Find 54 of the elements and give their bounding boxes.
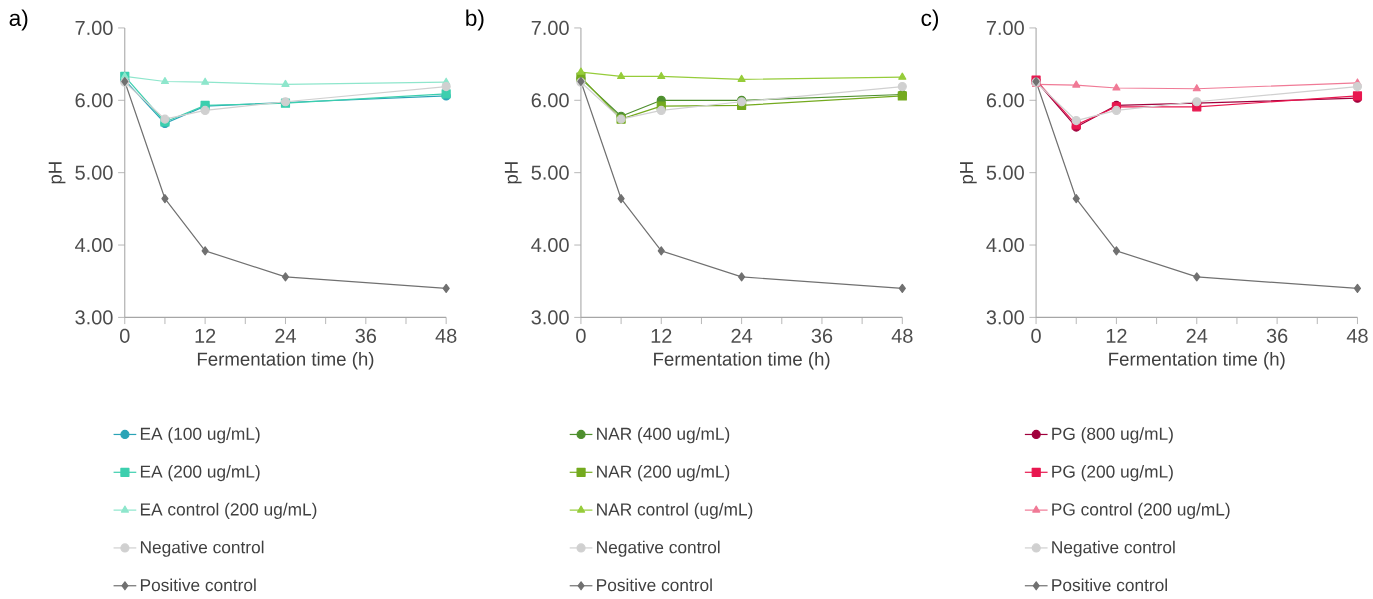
y-tick-label: 3.00 bbox=[986, 310, 1024, 325]
y-tick-label: 6.00 bbox=[986, 93, 1024, 108]
legend-label: Negative control bbox=[1052, 540, 1175, 557]
x-tick-label: 24 bbox=[731, 328, 753, 343]
x-tick-label: 12 bbox=[195, 328, 216, 343]
y-axis-title: pH bbox=[504, 162, 522, 184]
x-tick-label: 36 bbox=[811, 328, 833, 343]
x-tick-label: 36 bbox=[1266, 328, 1288, 343]
x-tick-label: 48 bbox=[891, 328, 913, 343]
y-tick-label: 3.00 bbox=[75, 310, 113, 325]
legend-label: EA (200 ug/mL) bbox=[140, 465, 260, 482]
x-tick-label: 36 bbox=[355, 328, 377, 343]
y-tick-label: 7.00 bbox=[986, 20, 1024, 36]
legend-label: EA control (200 ug/mL) bbox=[140, 502, 317, 520]
legend-label: Positive control bbox=[1052, 578, 1167, 592]
legend-label: PG control (200 ug/mL) bbox=[1052, 502, 1230, 520]
x-tick-label: 0 bbox=[1031, 328, 1041, 343]
y-axis-title: pH bbox=[960, 162, 977, 184]
y-tick-label: 4.00 bbox=[75, 238, 113, 253]
chart-title: a) bbox=[9, 9, 28, 31]
legend-label: Positive control bbox=[140, 578, 256, 592]
x-tick-label: 0 bbox=[119, 328, 130, 343]
x-tick-label: 24 bbox=[1186, 328, 1208, 343]
y-tick-label: 6.00 bbox=[75, 93, 113, 108]
y-tick-label: 5.00 bbox=[986, 165, 1024, 180]
legend-label: NAR control (ug/mL) bbox=[597, 502, 753, 520]
x-tick-label: 12 bbox=[1106, 328, 1127, 343]
x-tick-label: 0 bbox=[576, 328, 586, 343]
x-tick-label: 24 bbox=[275, 328, 296, 343]
x-tick-label: 48 bbox=[435, 328, 457, 343]
legend-label: EA (100 ug/mL) bbox=[140, 427, 260, 444]
legend-label: Negative control bbox=[140, 540, 264, 557]
y-tick-label: 5.00 bbox=[75, 165, 113, 180]
legend-label: NAR (400 ug/mL) bbox=[597, 427, 730, 444]
x-tick-label: 48 bbox=[1346, 328, 1368, 343]
y-tick-label: 7.00 bbox=[75, 20, 113, 36]
x-axis-title: Fermentation time (h) bbox=[197, 352, 374, 370]
chart-title: b) bbox=[466, 9, 484, 31]
legend-label: Negative control bbox=[597, 540, 720, 557]
y-tick-label: 3.00 bbox=[531, 310, 569, 325]
y-axis-title: pH bbox=[48, 162, 66, 184]
x-tick-label: 12 bbox=[651, 328, 672, 343]
x-axis-title: Fermentation time (h) bbox=[654, 352, 830, 370]
y-tick-label: 7.00 bbox=[531, 20, 569, 36]
legend-label: Positive control bbox=[597, 578, 712, 592]
y-tick-label: 4.00 bbox=[986, 238, 1024, 253]
y-tick-label: 6.00 bbox=[531, 93, 569, 108]
legend-label: PG (800 ug/mL) bbox=[1052, 427, 1173, 444]
y-tick-label: 5.00 bbox=[531, 165, 569, 180]
legend-label: NAR (200 ug/mL) bbox=[597, 465, 730, 482]
x-axis-title: Fermentation time (h) bbox=[1109, 352, 1285, 370]
y-tick-label: 4.00 bbox=[531, 238, 569, 253]
chart-title: c) bbox=[921, 9, 939, 31]
legend-label: PG (200 ug/mL) bbox=[1052, 465, 1173, 482]
